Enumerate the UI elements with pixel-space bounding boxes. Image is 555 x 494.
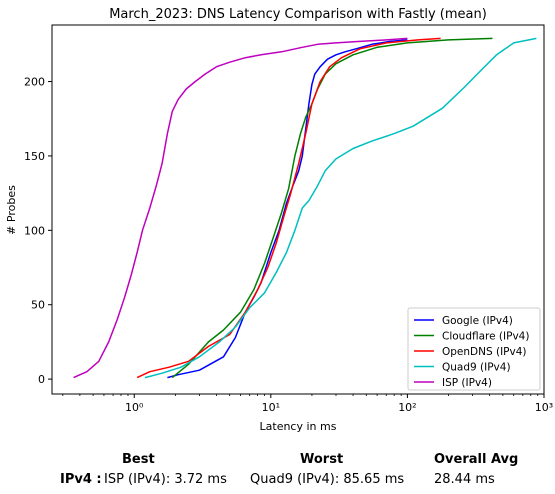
y-tick-label: 200 (24, 76, 45, 89)
series-line-quad9-ipv4 (144, 37, 537, 379)
legend-box (407, 307, 541, 391)
legend-entry: Cloudflare (IPv4) (442, 331, 529, 343)
legend-entry: Google (IPv4) (442, 315, 513, 327)
x-tick-label: 10² (398, 401, 416, 414)
chart-title: March_2023: DNS Latency Comparison with … (109, 7, 487, 22)
legend-entry: Quad9 (IPv4) (442, 362, 511, 374)
overall-avg-value: 28.44 ms (434, 472, 495, 487)
best-value: ISP (IPv4): 3.72 ms (104, 472, 227, 487)
x-tick-label: 10¹ (262, 401, 280, 414)
plot-frame (51, 24, 545, 395)
series-line-cloudflare-ipv4 (171, 37, 493, 379)
worst-value: Quad9 (IPv4): 85.65 ms (250, 472, 405, 487)
x-tick-label: 10⁰ (125, 401, 144, 414)
legend: Google (IPv4) Cloudflare (IPv4) OpenDNS (I… (407, 307, 541, 391)
series-line-isp-ipv4 (73, 37, 408, 379)
x-axis-label: Latency in ms (260, 420, 337, 433)
y-tick-label: 100 (24, 224, 45, 237)
series-line-google-ipv4 (167, 39, 408, 379)
y-axis-label: # Probes (5, 185, 18, 235)
y-tick-label: 50 (31, 299, 45, 312)
legend-entry: ISP (IPv4) (442, 377, 492, 389)
y-tick-label: 0 (38, 373, 45, 386)
y-tick-label: 150 (24, 150, 45, 163)
x-tick-label: 10³ (535, 401, 553, 414)
legend-entry: OpenDNS (IPv4) (442, 346, 527, 358)
series-line-opendns-ipv4 (136, 37, 441, 379)
ipv4-row-label: IPv4 : (60, 472, 102, 487)
worst-header: Worst (300, 452, 344, 467)
best-header: Best (122, 452, 155, 467)
overall-avg-header: Overall Avg (434, 452, 519, 467)
